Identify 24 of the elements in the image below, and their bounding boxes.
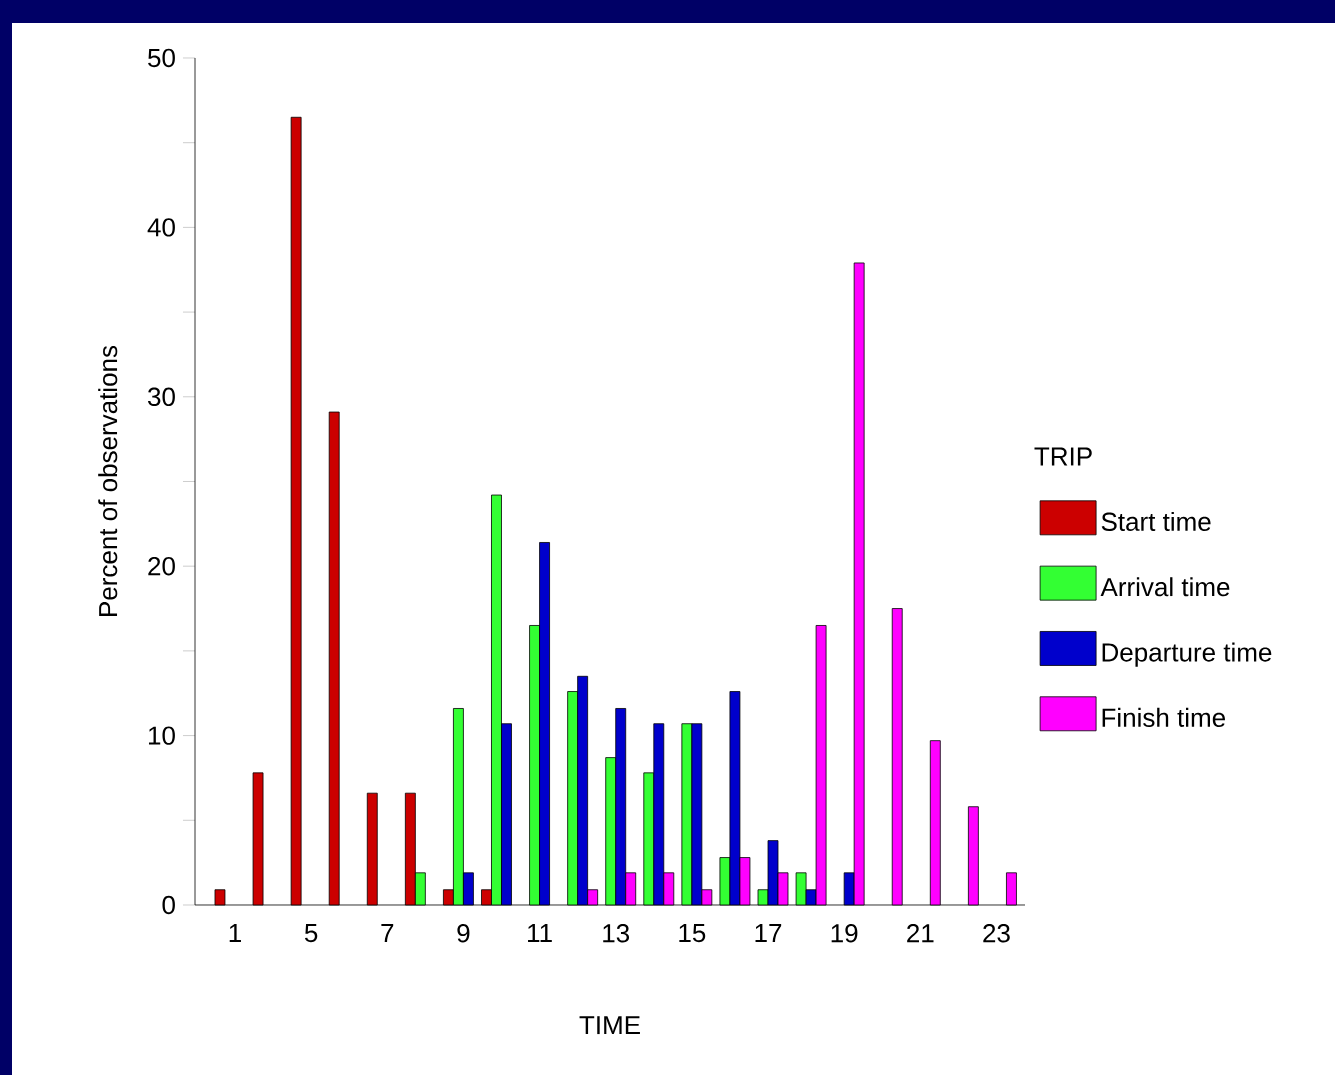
x-tick-label: 7 bbox=[381, 924, 394, 942]
x-tick-label: 11 bbox=[528, 924, 552, 942]
legend-label: Arrival time bbox=[1100, 577, 1230, 597]
y-tick-label: 50 bbox=[148, 48, 175, 68]
x-tick-label: 17 bbox=[755, 924, 782, 942]
y-tick-label: 30 bbox=[148, 387, 175, 406]
y-tick-label: 10 bbox=[148, 726, 175, 745]
y-tick-label: 40 bbox=[147, 218, 175, 237]
x-tick-label: 5 bbox=[304, 924, 318, 943]
y-tick-label: 0 bbox=[162, 895, 175, 915]
legend-label: Departure time bbox=[1102, 642, 1272, 667]
x-axis-title: TIME bbox=[579, 1016, 640, 1035]
x-tick-label: 21 bbox=[907, 924, 934, 943]
x-tick-label: 9 bbox=[457, 924, 470, 943]
x-tick-label: 19 bbox=[831, 924, 858, 943]
x-tick-label: 13 bbox=[603, 924, 630, 943]
y-tick-label: 20 bbox=[148, 556, 175, 576]
x-tick-label: 15 bbox=[679, 924, 706, 943]
x-tick-label: 23 bbox=[983, 924, 1010, 943]
legend-title: TRIP bbox=[1034, 447, 1092, 466]
x-tick-label: 1 bbox=[229, 924, 241, 942]
y-axis-title: Percent of observations bbox=[98, 345, 118, 616]
legend-label: Start time bbox=[1101, 511, 1211, 531]
legend-label: Finish time bbox=[1102, 707, 1225, 727]
